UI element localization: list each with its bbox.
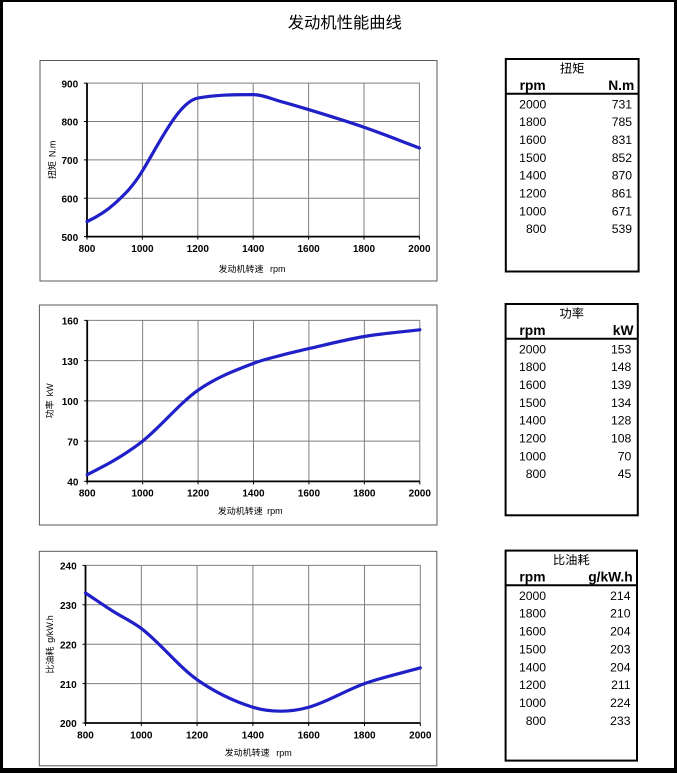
svg-text:200: 200 — [60, 719, 77, 730]
svg-text:1000: 1000 — [519, 449, 546, 463]
svg-text:kW: kW — [45, 383, 55, 397]
svg-text:800: 800 — [526, 714, 547, 728]
svg-text:500: 500 — [62, 233, 79, 244]
svg-text:rpm: rpm — [267, 506, 283, 516]
svg-text:831: 831 — [612, 133, 633, 147]
svg-text:g/kW.h: g/kW.h — [45, 615, 55, 643]
svg-text:rpm: rpm — [519, 569, 545, 584]
svg-text:800: 800 — [77, 730, 94, 741]
svg-text:1200: 1200 — [519, 432, 546, 446]
svg-text:2000: 2000 — [519, 342, 546, 356]
svg-text:2000: 2000 — [519, 97, 546, 111]
svg-text:671: 671 — [612, 204, 633, 218]
svg-text:214: 214 — [610, 589, 631, 603]
svg-text:rpm: rpm — [270, 264, 286, 274]
svg-text:2000: 2000 — [519, 589, 546, 603]
svg-text:800: 800 — [526, 222, 547, 236]
svg-text:1600: 1600 — [297, 244, 320, 255]
svg-text:1000: 1000 — [519, 204, 546, 218]
svg-text:128: 128 — [611, 414, 632, 428]
svg-text:1500: 1500 — [519, 151, 546, 165]
svg-text:852: 852 — [612, 151, 633, 165]
svg-text:1400: 1400 — [519, 414, 546, 428]
svg-text:203: 203 — [610, 642, 631, 656]
svg-text:1200: 1200 — [187, 244, 210, 255]
svg-text:1500: 1500 — [519, 396, 546, 410]
svg-text:1400: 1400 — [242, 730, 265, 741]
svg-text:N.m: N.m — [608, 78, 634, 93]
svg-text:800: 800 — [62, 118, 79, 129]
svg-text:1200: 1200 — [187, 489, 210, 500]
svg-text:1800: 1800 — [353, 730, 376, 741]
svg-text:1000: 1000 — [130, 730, 153, 741]
svg-text:1600: 1600 — [519, 133, 546, 147]
svg-text:1600: 1600 — [298, 489, 321, 500]
svg-text:160: 160 — [62, 317, 79, 328]
svg-text:134: 134 — [611, 396, 632, 410]
svg-text:rpm: rpm — [520, 78, 546, 93]
svg-text:700: 700 — [62, 156, 79, 167]
svg-text:45: 45 — [618, 467, 632, 481]
svg-text:1200: 1200 — [519, 187, 546, 201]
svg-text:800: 800 — [79, 489, 96, 500]
svg-text:1800: 1800 — [353, 489, 376, 500]
svg-text:kW: kW — [613, 323, 635, 338]
svg-text:800: 800 — [526, 467, 547, 481]
svg-text:220: 220 — [60, 640, 77, 651]
svg-text:1800: 1800 — [519, 607, 546, 621]
svg-text:1400: 1400 — [519, 660, 546, 674]
svg-text:204: 204 — [610, 660, 631, 674]
svg-text:1000: 1000 — [519, 696, 546, 710]
svg-text:1400: 1400 — [242, 244, 265, 255]
svg-text:600: 600 — [62, 194, 79, 205]
svg-text:130: 130 — [62, 357, 79, 368]
svg-text:g/kW.h: g/kW.h — [588, 569, 632, 584]
svg-text:731: 731 — [612, 97, 633, 111]
svg-text:153: 153 — [611, 342, 632, 356]
svg-text:1800: 1800 — [519, 360, 546, 374]
svg-text:1000: 1000 — [132, 489, 155, 500]
svg-text:108: 108 — [611, 432, 632, 446]
svg-text:N.m: N.m — [47, 141, 57, 158]
svg-text:539: 539 — [612, 222, 633, 236]
svg-text:100: 100 — [62, 397, 79, 408]
svg-text:1400: 1400 — [242, 489, 265, 500]
svg-text:1600: 1600 — [519, 625, 546, 639]
svg-text:211: 211 — [611, 678, 631, 692]
svg-text:210: 210 — [610, 607, 631, 621]
svg-text:224: 224 — [610, 696, 631, 710]
svg-text:70: 70 — [67, 437, 79, 448]
svg-text:2000: 2000 — [408, 244, 431, 255]
svg-text:40: 40 — [67, 478, 79, 489]
svg-text:1400: 1400 — [519, 169, 546, 183]
svg-text:148: 148 — [611, 360, 632, 374]
svg-text:785: 785 — [612, 115, 633, 129]
svg-text:70: 70 — [618, 449, 632, 463]
svg-text:1800: 1800 — [519, 115, 546, 129]
svg-text:204: 204 — [610, 625, 631, 639]
svg-text:1600: 1600 — [298, 730, 321, 741]
svg-text:870: 870 — [612, 169, 633, 183]
svg-text:233: 233 — [610, 714, 631, 728]
svg-text:210: 210 — [60, 680, 77, 691]
svg-text:1800: 1800 — [353, 244, 376, 255]
svg-text:230: 230 — [60, 601, 77, 612]
svg-text:1600: 1600 — [519, 378, 546, 392]
svg-text:900: 900 — [62, 79, 79, 90]
svg-text:861: 861 — [612, 187, 633, 201]
svg-text:rpm: rpm — [519, 323, 545, 338]
svg-text:2000: 2000 — [409, 730, 432, 741]
svg-text:2000: 2000 — [409, 489, 432, 500]
svg-text:rpm: rpm — [276, 748, 292, 758]
svg-text:1500: 1500 — [519, 642, 546, 656]
svg-text:1000: 1000 — [131, 244, 154, 255]
svg-text:139: 139 — [611, 378, 632, 392]
svg-text:800: 800 — [79, 244, 96, 255]
svg-text:240: 240 — [60, 562, 77, 573]
svg-text:1200: 1200 — [186, 730, 209, 741]
svg-text:1200: 1200 — [519, 678, 546, 692]
